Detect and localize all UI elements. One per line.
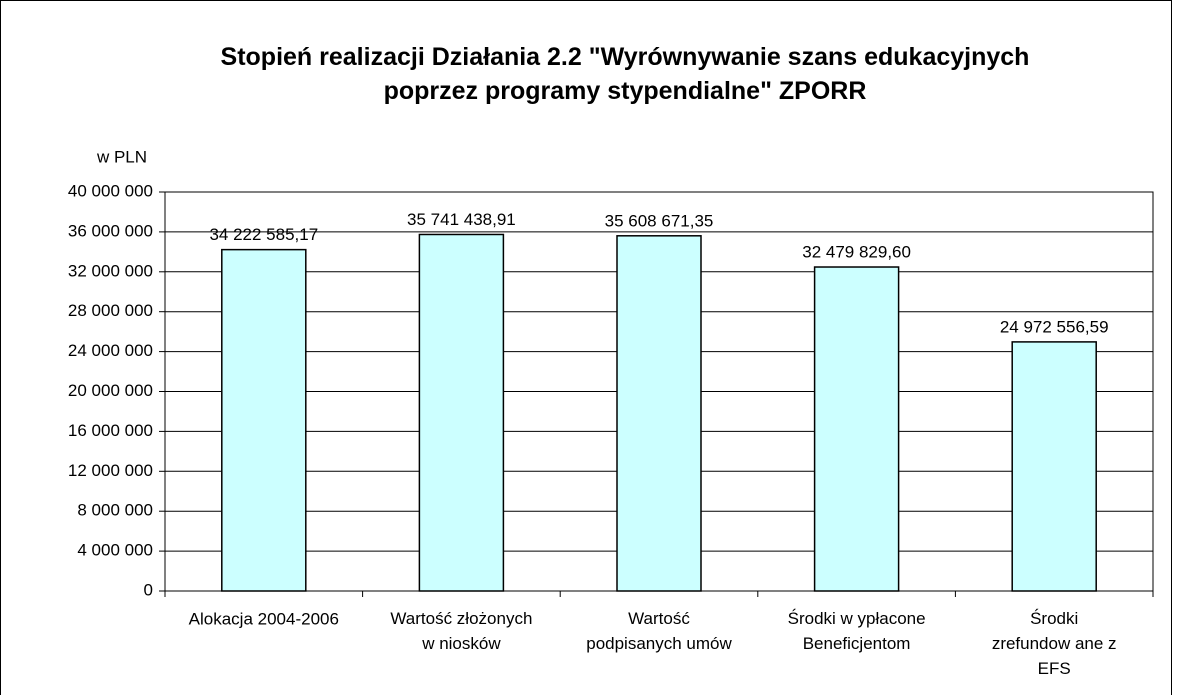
value-label: 32 479 829,60 — [802, 242, 911, 261]
bar — [221, 248, 307, 592]
value-label: 34 222 585,17 — [209, 225, 318, 244]
x-tick-label: Środki w ypłacone Beneficjentom — [788, 609, 926, 653]
value-label: 35 741 438,91 — [407, 210, 516, 229]
y-tick-label: 8 000 000 — [77, 501, 153, 520]
y-tick-label: 0 — [144, 580, 153, 599]
x-tick-label: Wartość złożonych w niosków — [390, 609, 532, 653]
bar — [616, 235, 702, 592]
chart-title: Stopień realizacji Działania 2.2 "Wyrówn… — [221, 43, 1030, 105]
y-tick-label: 40 000 000 — [68, 181, 153, 200]
y-tick-label: 16 000 000 — [68, 421, 153, 440]
y-tick-label: 36 000 000 — [68, 221, 153, 240]
y-tick-label: 32 000 000 — [68, 261, 153, 280]
y-tick-label: 28 000 000 — [68, 301, 153, 320]
bar — [813, 266, 900, 592]
y-tick-label: 20 000 000 — [68, 381, 153, 400]
y-tick-label: 4 000 000 — [77, 541, 153, 560]
bar — [1011, 341, 1097, 592]
x-tick-label: Środki zrefundow ane z EFS — [992, 609, 1117, 678]
x-tick-label: Wartość podpisanych umów — [586, 609, 732, 653]
x-tick-label: Alokacja 2004-2006 — [189, 609, 339, 628]
value-label: 35 608 671,35 — [605, 211, 714, 230]
value-label: 24 972 556,59 — [1000, 317, 1109, 336]
y-axis-label: w PLN — [96, 147, 147, 166]
bar — [418, 233, 505, 592]
y-tick-label: 12 000 000 — [68, 461, 153, 480]
y-tick-label: 24 000 000 — [68, 341, 153, 360]
